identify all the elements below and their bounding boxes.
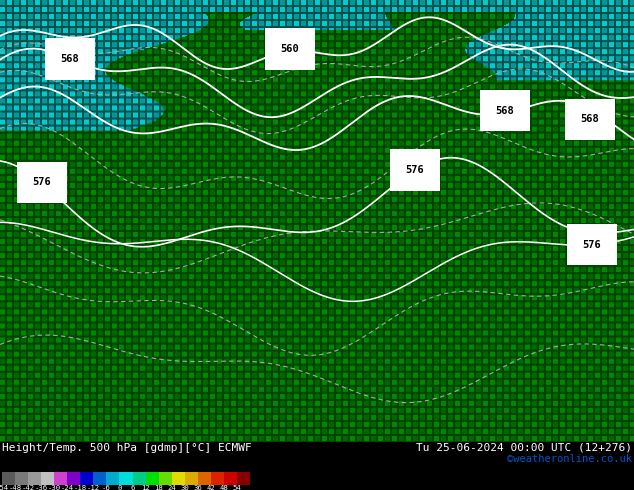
Bar (2, 472, 15, 485)
Text: Tu 25-06-2024 00:00 UTC (12+276): Tu 25-06-2024 00:00 UTC (12+276) (416, 443, 632, 453)
Text: 568: 568 (61, 54, 79, 64)
Text: 568: 568 (496, 106, 514, 116)
Text: 18: 18 (154, 486, 163, 490)
Text: 576: 576 (32, 177, 51, 188)
Text: -12: -12 (87, 486, 100, 490)
Text: 0: 0 (117, 486, 122, 490)
Text: 568: 568 (581, 114, 599, 124)
Text: Height/Temp. 500 hPa [gdmp][°C] ECMWF: Height/Temp. 500 hPa [gdmp][°C] ECMWF (2, 443, 252, 453)
Text: 30: 30 (180, 486, 189, 490)
Text: -30: -30 (48, 486, 61, 490)
Bar (198, 472, 211, 485)
Bar (237, 472, 250, 485)
Text: 36: 36 (193, 486, 202, 490)
Bar (119, 472, 133, 485)
Text: -24: -24 (61, 486, 74, 490)
Bar (224, 472, 237, 485)
Bar (107, 472, 119, 485)
Bar (93, 472, 107, 485)
Text: -42: -42 (22, 486, 35, 490)
Text: 576: 576 (406, 165, 424, 175)
Text: 576: 576 (583, 240, 602, 250)
Bar (41, 472, 55, 485)
Bar (146, 472, 158, 485)
Bar (184, 472, 198, 485)
Text: 560: 560 (281, 44, 299, 54)
Text: -36: -36 (35, 486, 48, 490)
Text: -18: -18 (74, 486, 87, 490)
Text: 24: 24 (167, 486, 176, 490)
Bar (133, 472, 146, 485)
Text: 42: 42 (207, 486, 215, 490)
Bar (211, 472, 224, 485)
Text: 12: 12 (141, 486, 150, 490)
Bar (81, 472, 93, 485)
Text: 54: 54 (233, 486, 242, 490)
Bar (28, 472, 41, 485)
Bar (55, 472, 67, 485)
Bar (158, 472, 172, 485)
Text: -6: -6 (102, 486, 111, 490)
Text: -54: -54 (0, 486, 9, 490)
Bar (67, 472, 81, 485)
Bar (15, 472, 28, 485)
Text: ©weatheronline.co.uk: ©weatheronline.co.uk (507, 454, 632, 464)
Text: 48: 48 (219, 486, 228, 490)
Text: -48: -48 (8, 486, 22, 490)
Text: 6: 6 (131, 486, 134, 490)
Bar (172, 472, 184, 485)
